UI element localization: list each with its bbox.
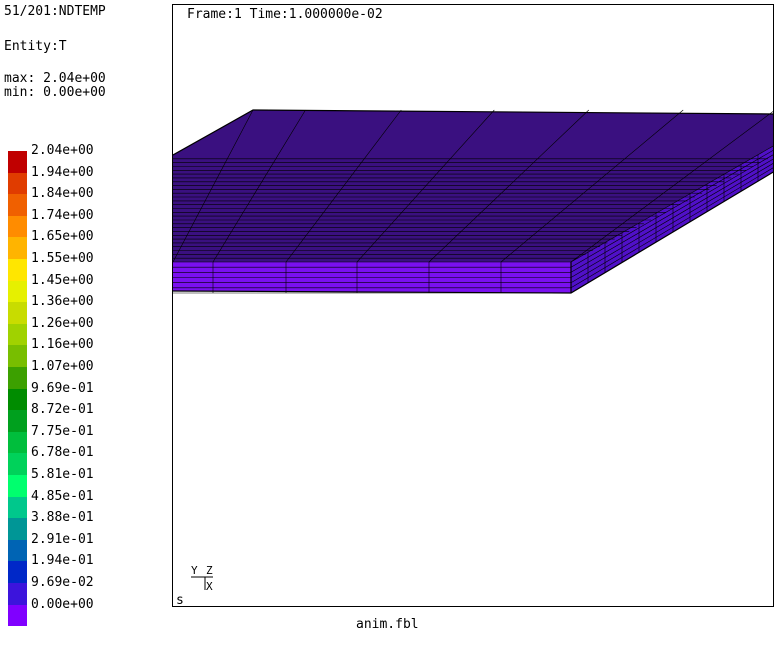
legend-label: 1.74e+00 bbox=[31, 207, 94, 223]
legend-label: 2.04e+00 bbox=[31, 143, 94, 158]
legend-label: 1.94e+00 bbox=[31, 164, 94, 180]
max-value: max: 2.04e+00 bbox=[4, 71, 106, 86]
legend-label: 4.85e-01 bbox=[31, 488, 94, 504]
legend-row: 1.84e+00 bbox=[8, 187, 148, 216]
legend-row: 1.94e+00 bbox=[8, 165, 148, 195]
legend-swatch bbox=[8, 367, 27, 389]
legend-row: 1.65e+00 bbox=[8, 230, 148, 259]
legend-swatch bbox=[8, 496, 27, 519]
legend-label: 3.88e-01 bbox=[31, 510, 94, 526]
legend-row: 4.85e-01 bbox=[8, 489, 148, 519]
legend-label: 1.26e+00 bbox=[31, 315, 94, 331]
3d-viewport[interactable]: Frame:1 Time:1.000000e-02 Y Z X s bbox=[172, 4, 774, 607]
legend-row: 3.88e-01 bbox=[8, 511, 148, 540]
legend-label: 9.69e-01 bbox=[31, 380, 94, 396]
legend-row: 2.91e-01 bbox=[8, 532, 148, 562]
legend-label: 1.45e+00 bbox=[31, 272, 94, 288]
legend-swatch bbox=[8, 518, 27, 540]
plate-mesh bbox=[173, 109, 773, 590]
legend-row: 6.78e-01 bbox=[8, 446, 148, 475]
legend-row: 1.94e-01 bbox=[8, 554, 148, 583]
legend-row: 9.69e-01 bbox=[8, 381, 148, 411]
legend-swatch bbox=[8, 323, 27, 346]
legend-row: 7.75e-01 bbox=[8, 424, 148, 454]
legend-swatch bbox=[8, 151, 27, 173]
legend-swatch bbox=[8, 388, 27, 411]
step-label: 51/201:NDTEMP bbox=[4, 4, 106, 19]
filename-label: anim.fbl bbox=[356, 617, 419, 632]
legend-label: 1.65e+00 bbox=[31, 229, 94, 245]
legend-row: 5.81e-01 bbox=[8, 468, 148, 497]
legend-swatch bbox=[8, 431, 27, 454]
legend-swatch bbox=[8, 194, 27, 216]
legend-swatch bbox=[8, 604, 27, 627]
legend-row: 9.69e-02 bbox=[8, 576, 148, 605]
legend-label: 8.72e-01 bbox=[31, 402, 94, 418]
legend-label: 2.91e-01 bbox=[31, 531, 94, 547]
legend-label: 1.55e+00 bbox=[31, 251, 94, 266]
legend-label: 1.16e+00 bbox=[31, 337, 94, 353]
axis-x-label: X bbox=[206, 580, 213, 593]
axis-y-label: Y bbox=[191, 564, 198, 577]
legend-row: 1.36e+00 bbox=[8, 295, 148, 324]
legend-label: 1.84e+00 bbox=[31, 186, 94, 202]
legend-swatch bbox=[8, 302, 27, 324]
legend-label: 6.78e-01 bbox=[31, 445, 94, 461]
legend-label: 0.00e+00 bbox=[31, 596, 94, 612]
axis-z-label: Z bbox=[206, 564, 213, 577]
corner-label: s bbox=[176, 593, 184, 607]
legend-swatch bbox=[8, 410, 27, 432]
legend-swatch bbox=[8, 215, 27, 238]
min-value: min: 0.00e+00 bbox=[4, 85, 106, 100]
legend-swatch bbox=[8, 539, 27, 562]
legend-row: 1.74e+00 bbox=[8, 208, 148, 238]
legend-swatch bbox=[8, 345, 27, 367]
legend-swatch bbox=[8, 280, 27, 303]
legend-row: 1.26e+00 bbox=[8, 316, 148, 346]
legend-row: 8.72e-01 bbox=[8, 403, 148, 432]
legend-row: 1.07e+00 bbox=[8, 360, 148, 389]
plate-side-face bbox=[571, 146, 773, 293]
legend-label: 1.07e+00 bbox=[31, 359, 94, 374]
entity-label: Entity:T bbox=[4, 39, 67, 54]
frame-time-label: Frame:1 Time:1.000000e-02 bbox=[187, 7, 383, 22]
legend-swatch bbox=[8, 475, 27, 497]
legend-swatch bbox=[8, 561, 27, 583]
legend-row: 2.04e+00 bbox=[8, 144, 148, 173]
legend-label: 1.94e-01 bbox=[31, 553, 94, 569]
legend-label: 1.36e+00 bbox=[31, 294, 94, 310]
legend-swatch bbox=[8, 583, 27, 605]
legend-row: 1.45e+00 bbox=[8, 273, 148, 303]
legend-row: 0.00e+00 bbox=[8, 597, 148, 627]
legend-row: 1.55e+00 bbox=[8, 252, 148, 281]
legend-swatch bbox=[8, 172, 27, 195]
legend-label: 9.69e-02 bbox=[31, 575, 94, 590]
legend-label: 5.81e-01 bbox=[31, 467, 94, 482]
legend-label: 7.75e-01 bbox=[31, 423, 94, 439]
legend-swatch bbox=[8, 453, 27, 475]
legend-row: 1.16e+00 bbox=[8, 338, 148, 367]
legend-swatch bbox=[8, 259, 27, 281]
legend-swatch bbox=[8, 237, 27, 259]
axis-triad-icon bbox=[191, 576, 213, 590]
